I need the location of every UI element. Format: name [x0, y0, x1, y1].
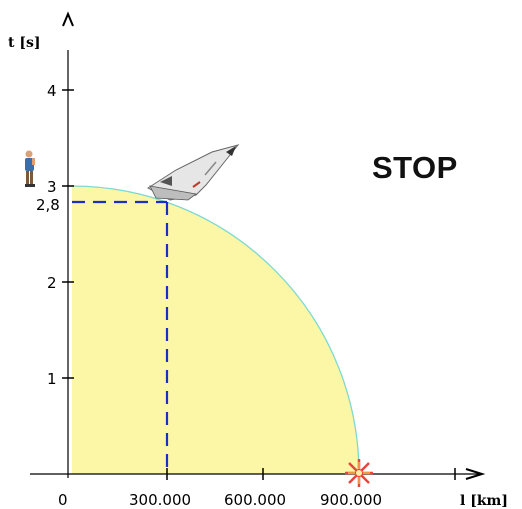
y-tick-label-3: 3 [47, 178, 57, 196]
x-tick-label-900000: 900.000 [320, 491, 382, 509]
marker-t-label: 2,8 [36, 196, 60, 214]
x-tick-label-600000: 600.000 [224, 491, 286, 509]
y-axis-label: t [s] [8, 35, 40, 51]
y-tick-label-4: 4 [47, 82, 57, 100]
light-region-edge [71, 185, 360, 475]
explosion-star-icon [345, 459, 373, 487]
y-tick-label-1: 1 [47, 370, 57, 388]
x-axis-arrow [465, 468, 486, 480]
observer-person-icon [25, 150, 35, 187]
x-axis-label: l [km] [460, 493, 508, 509]
stop-button[interactable]: STOP [372, 150, 458, 185]
y-tick-label-2: 2 [47, 274, 57, 292]
light-region [72, 186, 359, 474]
y-axis-arrow [62, 11, 74, 27]
x-tick-label-300000: 300.000 [129, 491, 191, 509]
x-tick-label-0: 0 [58, 491, 68, 509]
space-shuttle-icon [147, 144, 240, 201]
